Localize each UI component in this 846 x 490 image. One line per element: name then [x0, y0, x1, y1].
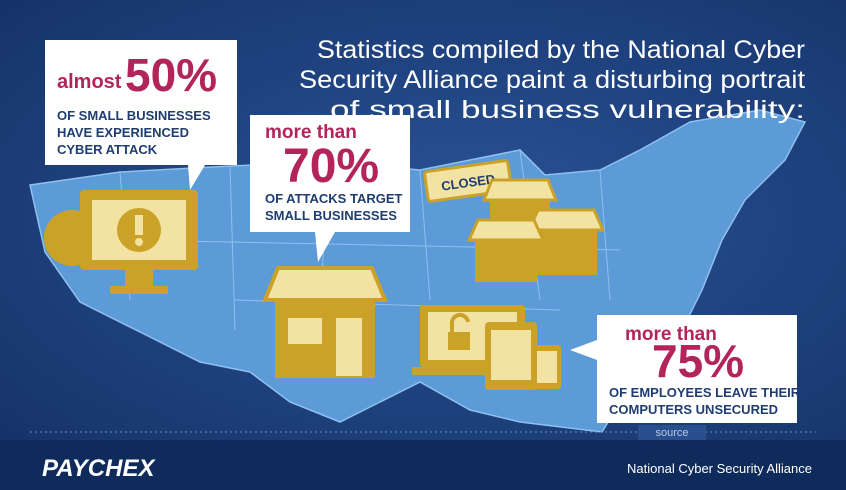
store-body [535, 230, 597, 275]
store-door [336, 318, 362, 376]
closed-stores: CLOSED [423, 159, 606, 282]
source-link[interactable]: source [638, 425, 706, 440]
monitor-neck [125, 270, 153, 286]
monitor-base [110, 286, 168, 294]
callout-description: OF ATTACKS TARGET [265, 191, 403, 206]
store-awning [481, 178, 559, 202]
callout-prefix: more than [265, 122, 357, 143]
footer [0, 440, 846, 490]
callout: almost 50% OF SMALL BUSINESSES HAVE EXPE… [45, 40, 237, 190]
alert-dot [135, 238, 143, 246]
source-text[interactable]: source [655, 427, 688, 439]
brand-logo: PAYCHEX [42, 455, 156, 482]
phone-screen [537, 351, 557, 383]
callout-box [250, 115, 410, 262]
callout-prefix: more than [625, 324, 717, 345]
padlock [448, 332, 470, 350]
callout-description: CYBER ATTACK [57, 142, 158, 157]
callout-description: HAVE EXPERIENCED [57, 125, 189, 140]
callout-value: 50% [125, 49, 217, 101]
store-awning [262, 266, 388, 302]
callout: more than 70% OF ATTACKS TARGET SMALL BU… [250, 115, 410, 262]
headline-line: Statistics compiled by the National Cybe… [317, 36, 805, 64]
tablet-screen [491, 330, 531, 380]
callout-box [570, 315, 797, 423]
store-icon [262, 266, 388, 378]
callout-value: 70% [283, 140, 379, 193]
padlock-shackle [449, 312, 470, 332]
store-window [288, 318, 322, 344]
callout-prefix: almost [57, 71, 122, 93]
closed-sign-text: CLOSED [440, 171, 496, 193]
callout-box [45, 40, 237, 190]
callout-value: 75% [652, 335, 744, 387]
callout-description: OF SMALL BUSINESSES [57, 108, 211, 123]
devices-icon [412, 305, 561, 390]
footer-credit: National Cyber Security Alliance [627, 461, 812, 476]
store-awning [466, 218, 546, 242]
callout-description: SMALL BUSINESSES [265, 208, 397, 223]
source-tab[interactable] [638, 425, 706, 440]
callout-description: OF EMPLOYEES LEAVE THEIR [609, 385, 801, 400]
store-body [475, 240, 537, 282]
headline-line: Security Alliance paint a disturbing por… [299, 66, 805, 94]
alert-bar [135, 215, 143, 235]
store-awning [526, 208, 606, 232]
callout: more than 75% OF EMPLOYEES LEAVE THEIR C… [570, 315, 801, 423]
callout-description: COMPUTERS UNSECURED [609, 402, 778, 417]
monitor-icon [44, 190, 198, 294]
